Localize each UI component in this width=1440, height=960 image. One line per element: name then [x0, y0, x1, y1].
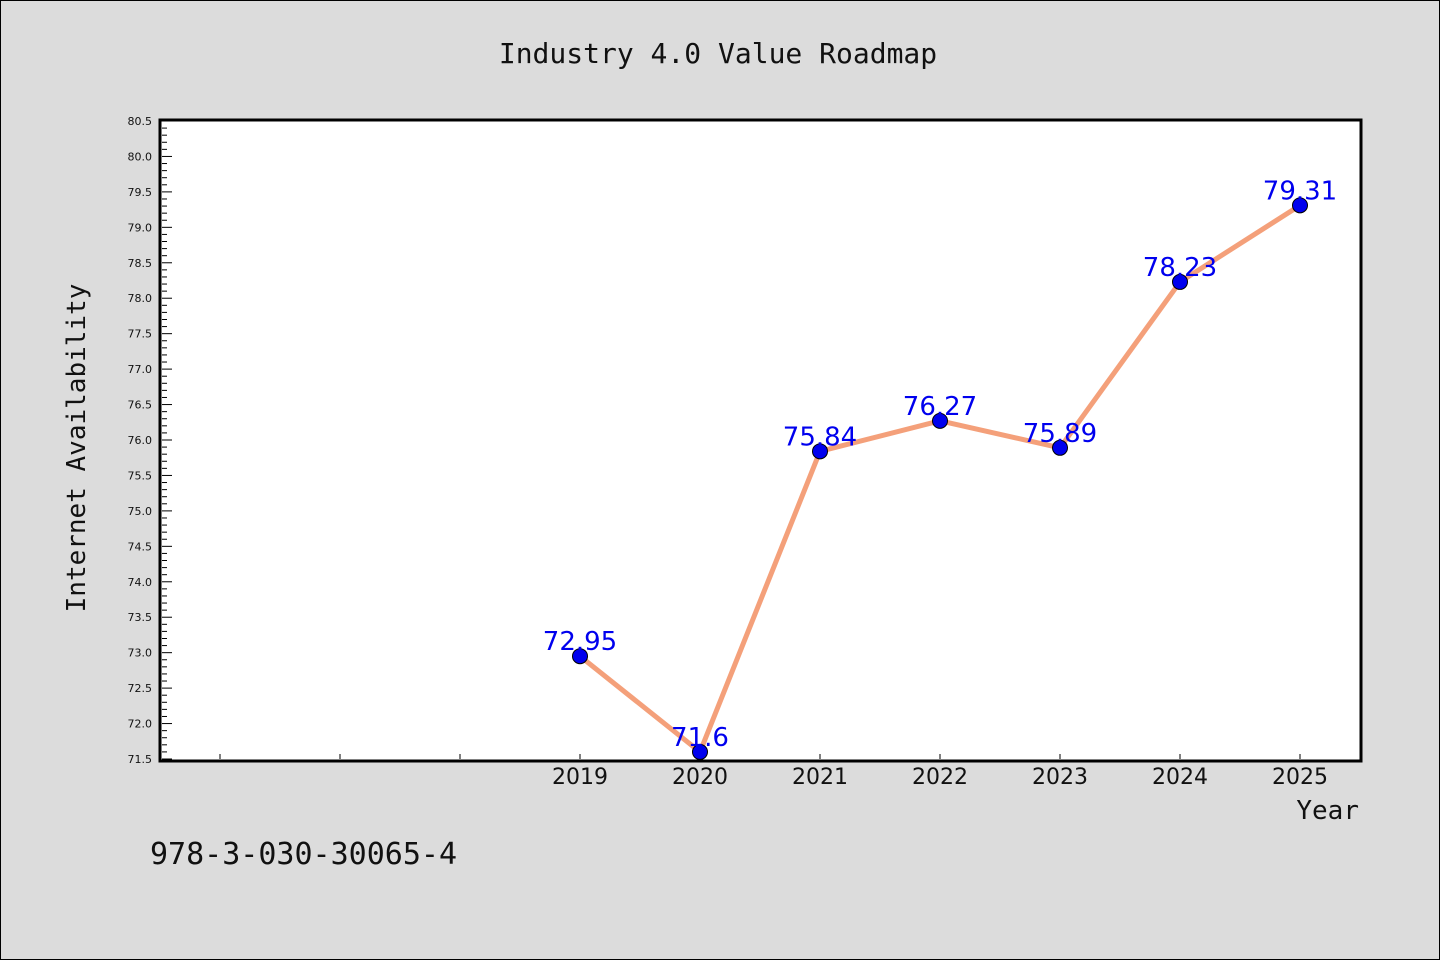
data-label: 71.6	[671, 723, 729, 753]
data-label: 78.23	[1143, 253, 1217, 283]
data-label: 75.84	[783, 422, 857, 452]
y-axis: 71.5 72.0 72.5 73.0 73.5 74.0 74.5 75.0 75.5 76.0…	[128, 115, 172, 766]
y-tick-label: 80.5	[128, 115, 153, 128]
data-point	[1052, 439, 1068, 456]
y-tick-label: 71.5	[128, 753, 153, 766]
y-tick-label: 76.0	[128, 434, 153, 447]
y-tick-label: 73.5	[128, 611, 153, 624]
x-tick-label: 2023	[1032, 765, 1088, 790]
data-label: 76.27	[903, 392, 977, 422]
y-tick-label: 76.5	[128, 399, 153, 412]
data-point	[1292, 197, 1308, 214]
chart-title: Industry 4.0 Value Roadmap	[499, 37, 937, 70]
data-point	[572, 648, 588, 665]
y-tick-label: 73.0	[128, 647, 153, 660]
y-tick-label: 78.5	[128, 257, 153, 270]
y-tick-label: 79.0	[128, 221, 153, 234]
y-tick-label: 78.0	[128, 292, 153, 305]
data-point	[932, 412, 948, 429]
y-tick-label: 74.5	[128, 540, 153, 553]
data-point	[692, 743, 708, 760]
x-tick-label: 2019	[552, 765, 608, 790]
x-tick-label: 2022	[912, 765, 968, 790]
y-tick-label: 72.0	[128, 718, 153, 731]
x-axis-label: Year	[1296, 796, 1359, 826]
data-points	[572, 197, 1308, 760]
footer-code: 978-3-030-30065-4	[150, 837, 457, 872]
y-tick-label: 77.0	[128, 363, 153, 376]
data-label: 75.89	[1023, 419, 1097, 449]
data-point	[1172, 273, 1188, 290]
y-tick-label: 75.0	[128, 505, 153, 518]
data-labels: 72.95 71.6 75.84 76.27 75.89 78.23 79.31	[543, 176, 1337, 753]
x-axis: 2019 2020 2021 2022 2023 2024 2025	[219, 754, 1328, 790]
y-tick-label: 72.5	[128, 682, 153, 695]
plot-area	[158, 118, 1363, 763]
y-tick-label: 74.0	[128, 576, 153, 589]
x-tick-label: 2024	[1152, 765, 1208, 790]
y-tick-label: 77.5	[128, 328, 153, 341]
x-tick-label: 2025	[1272, 765, 1328, 790]
y-tick-label: 75.5	[128, 469, 153, 482]
x-tick-label: 2021	[792, 765, 848, 790]
x-tick-label: 2020	[672, 765, 728, 790]
data-label: 72.95	[543, 627, 617, 657]
y-tick-label: 80.0	[128, 150, 153, 163]
data-label: 79.31	[1263, 176, 1337, 206]
y-tick-label: 79.5	[128, 186, 153, 199]
data-point	[812, 443, 828, 460]
y-axis-label: Internet Availability	[62, 284, 92, 613]
